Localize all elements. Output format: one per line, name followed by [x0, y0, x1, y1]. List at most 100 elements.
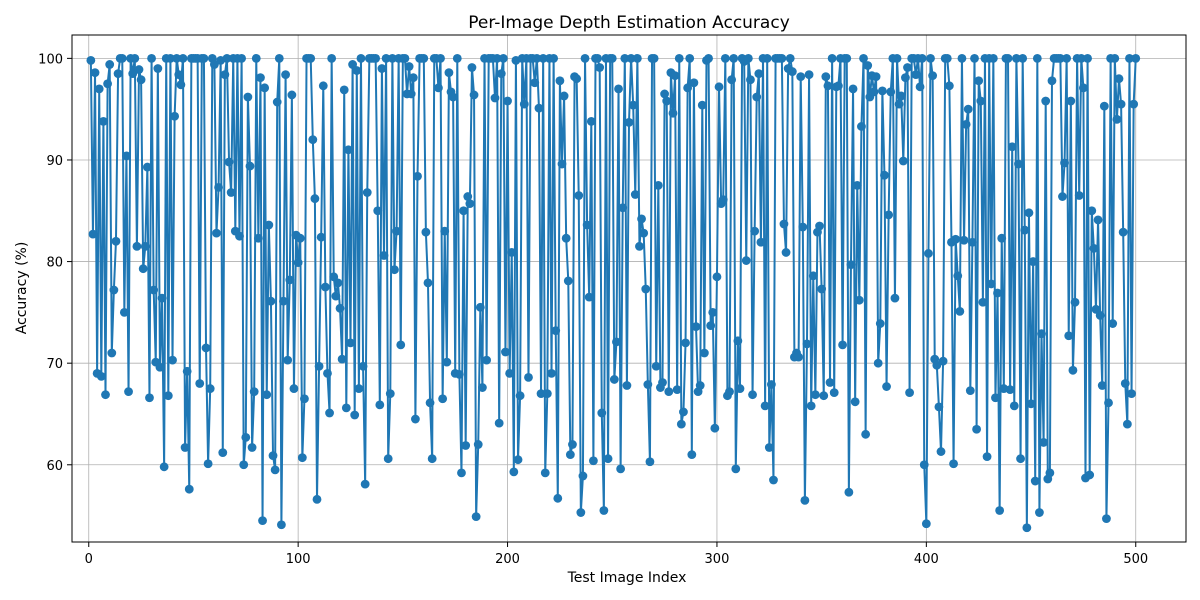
- data-point: [641, 284, 651, 294]
- data-point: [965, 386, 975, 396]
- data-point: [563, 276, 573, 286]
- data-point: [785, 53, 795, 63]
- data-point: [689, 78, 699, 88]
- data-point: [672, 385, 682, 394]
- data-point: [687, 450, 697, 460]
- data-point: [658, 378, 667, 387]
- data-point: [729, 53, 739, 63]
- data-point: [182, 366, 192, 376]
- data-point: [754, 69, 764, 79]
- data-point: [285, 275, 295, 285]
- data-point: [991, 393, 1000, 403]
- data-point: [373, 206, 383, 216]
- x-tick-label: 500: [1123, 552, 1148, 567]
- data-point: [425, 398, 435, 408]
- data-point: [1039, 438, 1049, 447]
- data-point: [1035, 508, 1044, 517]
- data-point: [130, 53, 140, 63]
- y-axis-title: Accuracy (%): [14, 242, 30, 335]
- data-point: [1016, 454, 1025, 464]
- data-point: [117, 53, 127, 63]
- data-point: [519, 99, 529, 109]
- data-point: [159, 462, 169, 472]
- data-point: [756, 237, 766, 247]
- data-point: [934, 402, 944, 412]
- data-point: [838, 340, 847, 350]
- data-point: [547, 368, 556, 378]
- data-point: [612, 337, 621, 347]
- data-point: [645, 457, 655, 467]
- data-point: [1066, 96, 1076, 106]
- data-point: [844, 487, 854, 497]
- data-point: [1037, 329, 1046, 339]
- data-point: [712, 272, 722, 282]
- data-point: [565, 450, 575, 460]
- data-point: [880, 170, 889, 180]
- data-point: [413, 171, 422, 181]
- data-point: [153, 64, 163, 73]
- data-point: [679, 407, 688, 417]
- data-point: [308, 135, 318, 145]
- data-point: [1030, 476, 1040, 486]
- data-point: [245, 161, 255, 171]
- data-point: [279, 296, 288, 306]
- data-point: [469, 90, 479, 100]
- data-point: [310, 194, 320, 203]
- data-point: [582, 220, 592, 230]
- data-point: [1022, 523, 1032, 533]
- data-point: [459, 206, 468, 216]
- data-point: [683, 83, 693, 93]
- data-point: [239, 460, 249, 470]
- data-point: [222, 53, 232, 63]
- data-point: [423, 278, 433, 288]
- data-point: [903, 63, 912, 72]
- data-point: [168, 355, 177, 365]
- data-point: [251, 53, 261, 63]
- data-point: [540, 468, 550, 478]
- data-point: [122, 151, 131, 161]
- data-point: [463, 192, 473, 201]
- data-point: [668, 108, 678, 118]
- data-point: [630, 190, 640, 199]
- data-point: [272, 97, 282, 107]
- data-point: [170, 111, 180, 121]
- data-point: [498, 53, 508, 63]
- data-point: [306, 53, 316, 63]
- data-point: [649, 53, 659, 63]
- data-point: [1099, 101, 1109, 111]
- data-point: [406, 89, 416, 99]
- data-point: [708, 307, 718, 317]
- data-point: [224, 157, 234, 167]
- data-point: [465, 199, 475, 209]
- data-point: [515, 391, 525, 401]
- data-point: [714, 82, 724, 92]
- data-point: [438, 394, 448, 404]
- data-point: [764, 443, 774, 452]
- data-point: [639, 228, 649, 238]
- data-point: [894, 99, 904, 109]
- data-point: [695, 381, 705, 390]
- data-point: [852, 180, 862, 190]
- y-tick-label: 60: [46, 459, 63, 474]
- data-point: [241, 432, 251, 442]
- data-point: [249, 387, 259, 397]
- data-point: [452, 53, 462, 63]
- data-point: [1070, 297, 1080, 307]
- data-point: [699, 348, 709, 358]
- data-point: [766, 380, 776, 389]
- data-point: [1122, 419, 1132, 429]
- data-point: [195, 379, 205, 388]
- data-point: [297, 453, 307, 463]
- data-point: [172, 53, 182, 63]
- data-point: [113, 69, 123, 79]
- data-point: [268, 451, 278, 461]
- data-point: [624, 117, 634, 127]
- data-point: [706, 321, 716, 330]
- data-point: [727, 75, 737, 85]
- data-point: [253, 233, 263, 243]
- data-point: [1024, 208, 1034, 218]
- data-point: [963, 104, 973, 114]
- data-point: [777, 53, 787, 63]
- x-axis-title: Test Image Index: [567, 570, 687, 586]
